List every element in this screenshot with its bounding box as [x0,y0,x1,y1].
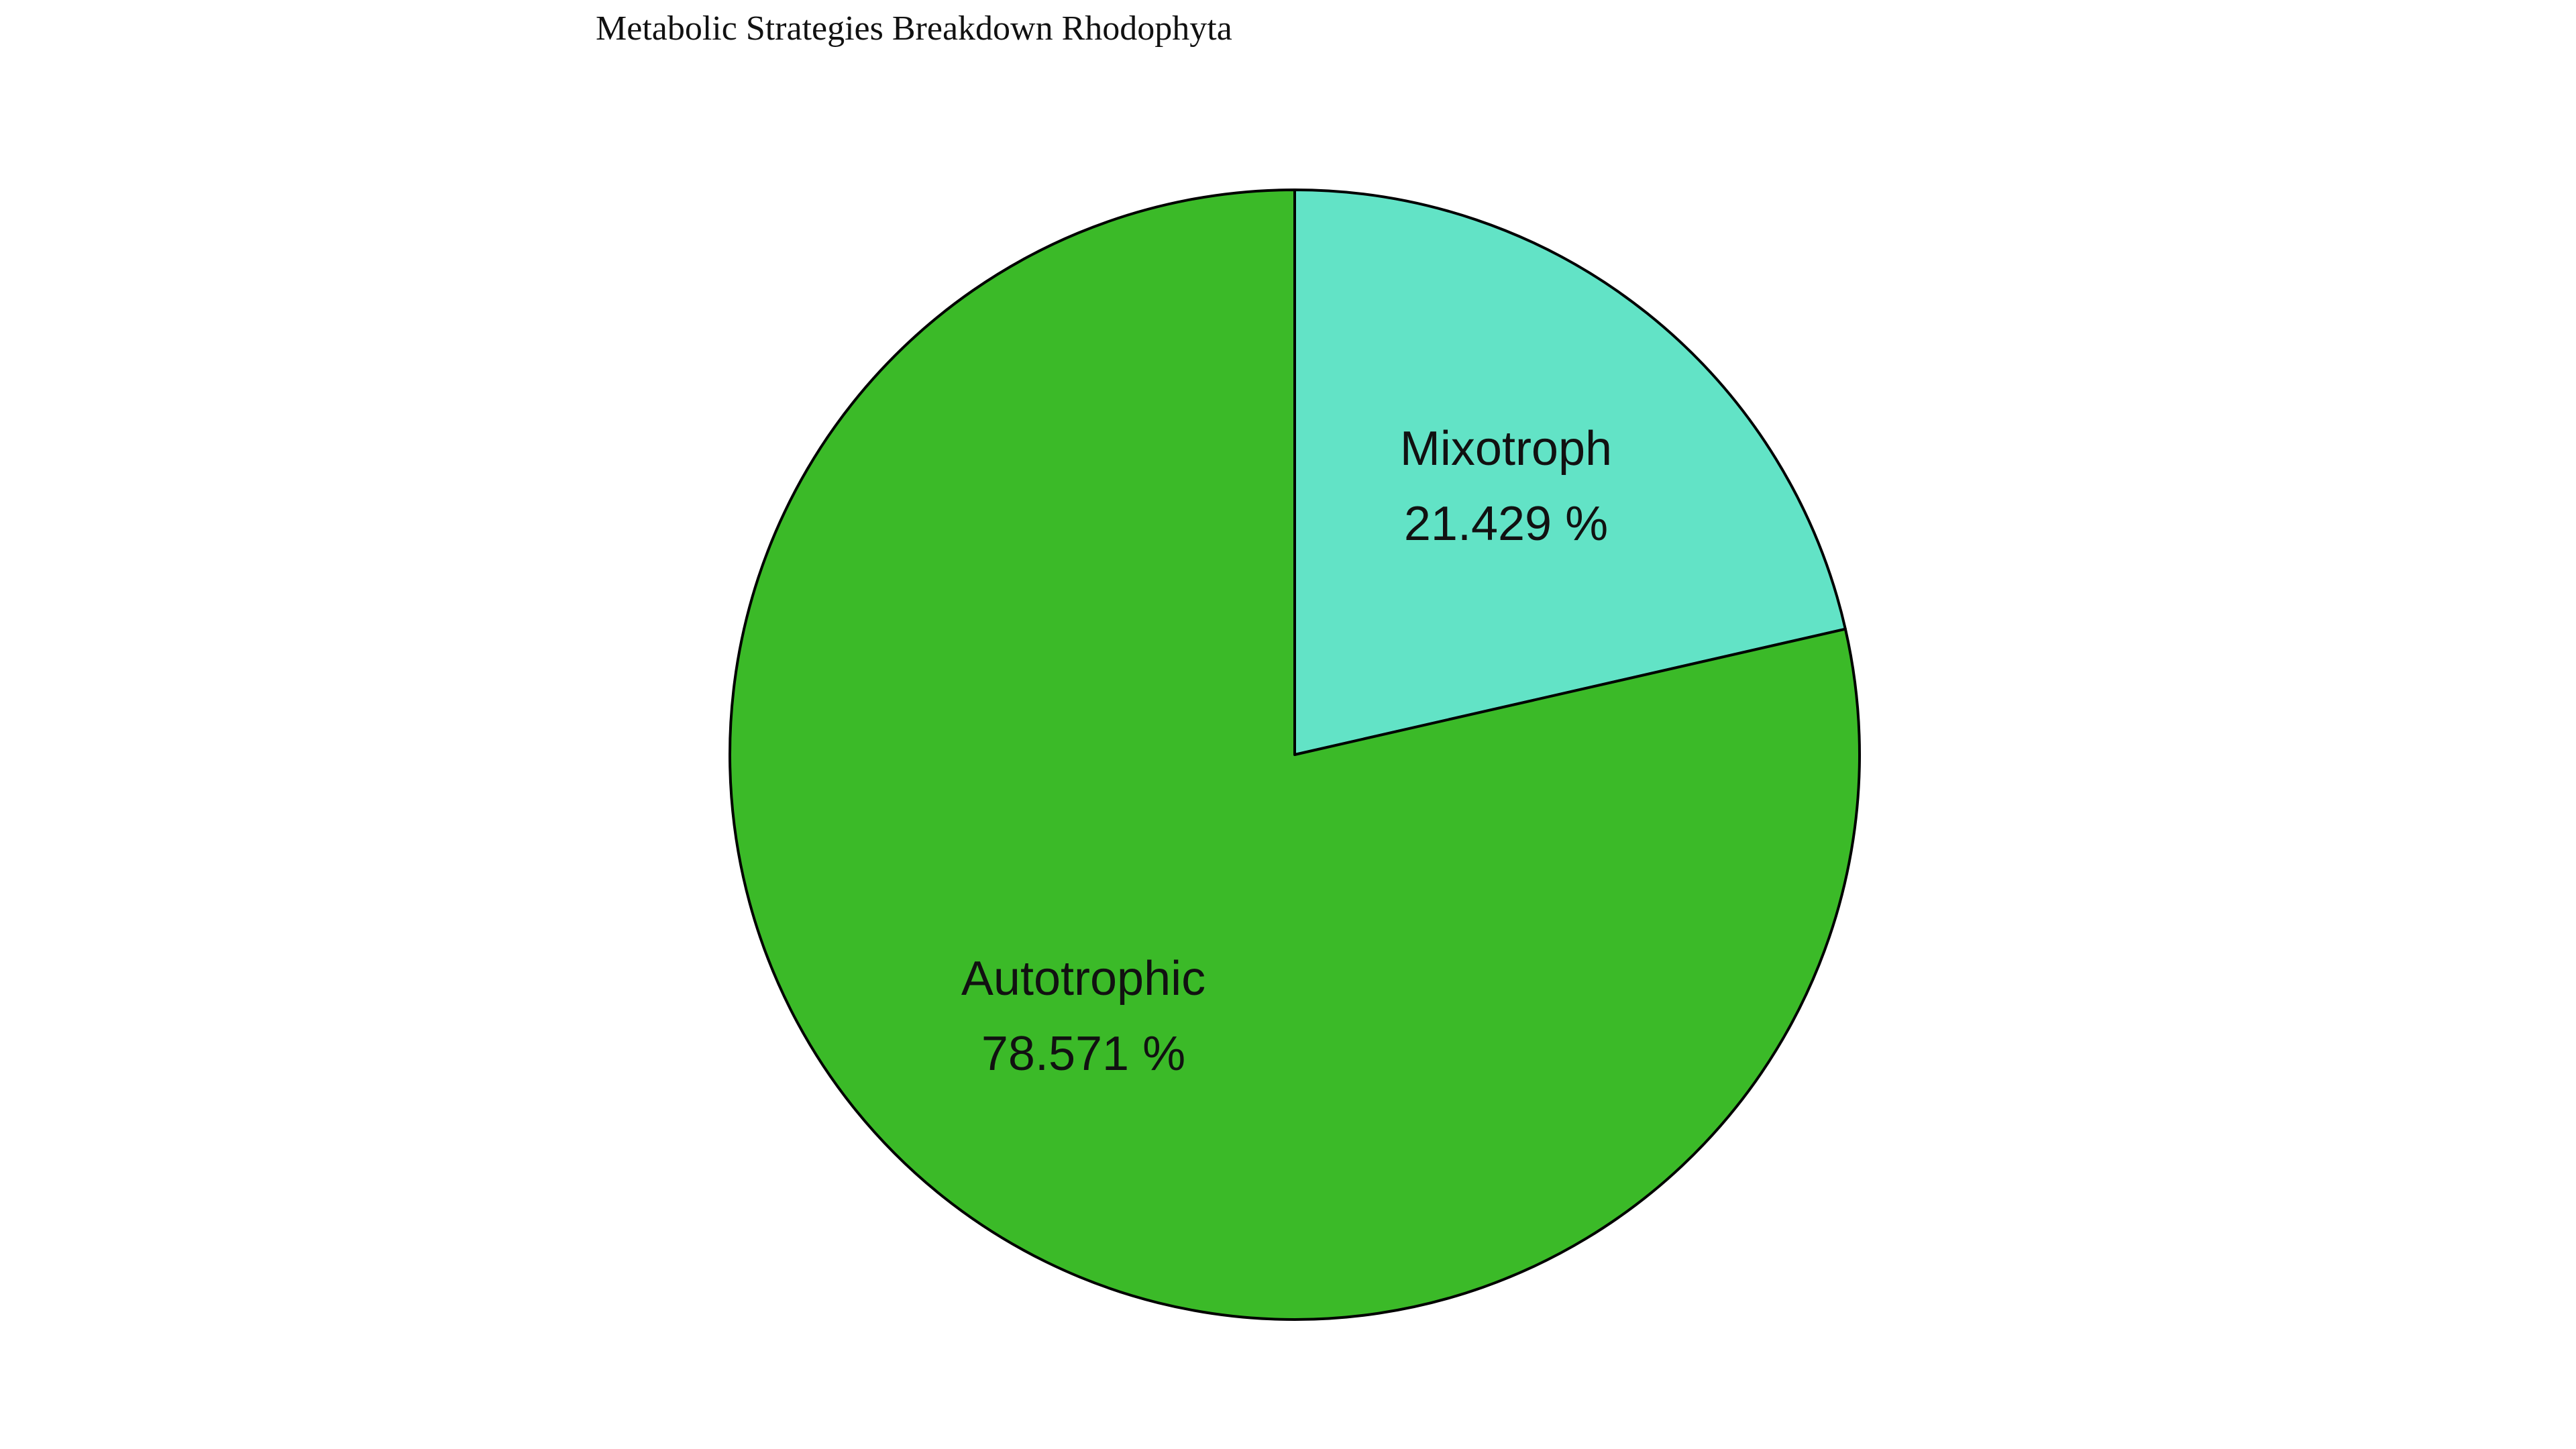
slice-value-mixotroph: 21.429 % [1404,497,1608,551]
slice-label-mixotroph: Mixotroph [1400,422,1612,476]
slice-value-autotrophic: 78.571 % [981,1027,1185,1081]
chart-title: Metabolic Strategies Breakdown Rhodophyt… [596,9,1232,48]
pie-slice-autotrophic [729,189,1861,1321]
pie-slices [729,189,1861,1321]
slice-label-autotrophic: Autotrophic [961,952,1205,1006]
pie-slice-mixotroph [1293,189,1847,756]
pie-labels: Mixotroph 21.429 % Autotrophic 78.571 % [961,422,1612,1081]
